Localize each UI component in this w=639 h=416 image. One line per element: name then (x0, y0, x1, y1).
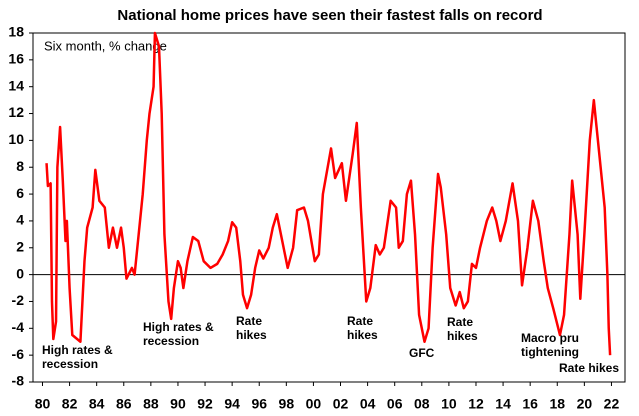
x-tick-label: 12 (468, 396, 484, 412)
plot-frame (32, 32, 626, 383)
subtitle: Six month, % change (44, 38, 167, 53)
annotation: High rates & (42, 343, 113, 357)
annotation: tightening (521, 345, 579, 359)
annotation: hikes (236, 328, 267, 342)
annotation: recession (42, 357, 98, 371)
y-tick-label: 8 (16, 158, 24, 174)
x-tick-label: 18 (549, 396, 565, 412)
y-tick-label: 14 (8, 77, 24, 93)
y-tick-label: -6 (12, 346, 25, 362)
y-tick-label: -2 (12, 292, 25, 308)
x-tick-label: 90 (170, 396, 186, 412)
y-tick-label: 12 (8, 104, 24, 120)
x-tick-label: 96 (251, 396, 267, 412)
annotation: GFC (409, 346, 435, 360)
x-tick-label: 80 (35, 396, 51, 412)
annotation: Rate (347, 314, 373, 328)
x-tick-label: 20 (577, 396, 593, 412)
annotation: Macro pru (521, 331, 579, 345)
annotation: Rate hikes (559, 361, 619, 375)
x-tick-label: 04 (360, 396, 376, 412)
x-tick-label: 92 (197, 396, 213, 412)
x-tick-label: 16 (522, 396, 538, 412)
y-tick-label: 16 (8, 51, 24, 67)
x-tick-label: 22 (604, 396, 620, 412)
x-tick-label: 94 (224, 396, 240, 412)
y-tick-label: 2 (16, 238, 24, 254)
x-tick-label: 86 (116, 396, 132, 412)
data-line (45, 31, 612, 356)
y-tick-label: 0 (16, 265, 24, 281)
y-tick-label: 6 (16, 185, 24, 201)
x-tick-label: 88 (143, 396, 159, 412)
x-tick-label: 98 (279, 396, 295, 412)
annotation: recession (143, 334, 199, 348)
x-tick-label: 08 (414, 396, 430, 412)
annotation: High rates & (143, 320, 214, 334)
x-tick-label: 06 (387, 396, 403, 412)
y-tick-label: -8 (12, 373, 25, 389)
chart-title: National home prices have seen their fas… (117, 7, 542, 24)
x-tick-label: 00 (306, 396, 322, 412)
annotation: Rate (447, 315, 473, 329)
x-tick-label: 10 (441, 396, 457, 412)
x-tick-label: 82 (62, 396, 78, 412)
y-tick-label: 4 (16, 212, 24, 228)
annotation: hikes (347, 328, 378, 342)
x-tick-label: 84 (89, 396, 105, 412)
x-tick-label: 14 (495, 396, 511, 412)
annotation: hikes (447, 329, 478, 343)
y-tick-label: 18 (8, 24, 24, 40)
x-tick-label: 02 (333, 396, 349, 412)
y-tick-label: 10 (8, 131, 24, 147)
y-tick-label: -4 (12, 319, 25, 335)
annotation: Rate (236, 314, 262, 328)
